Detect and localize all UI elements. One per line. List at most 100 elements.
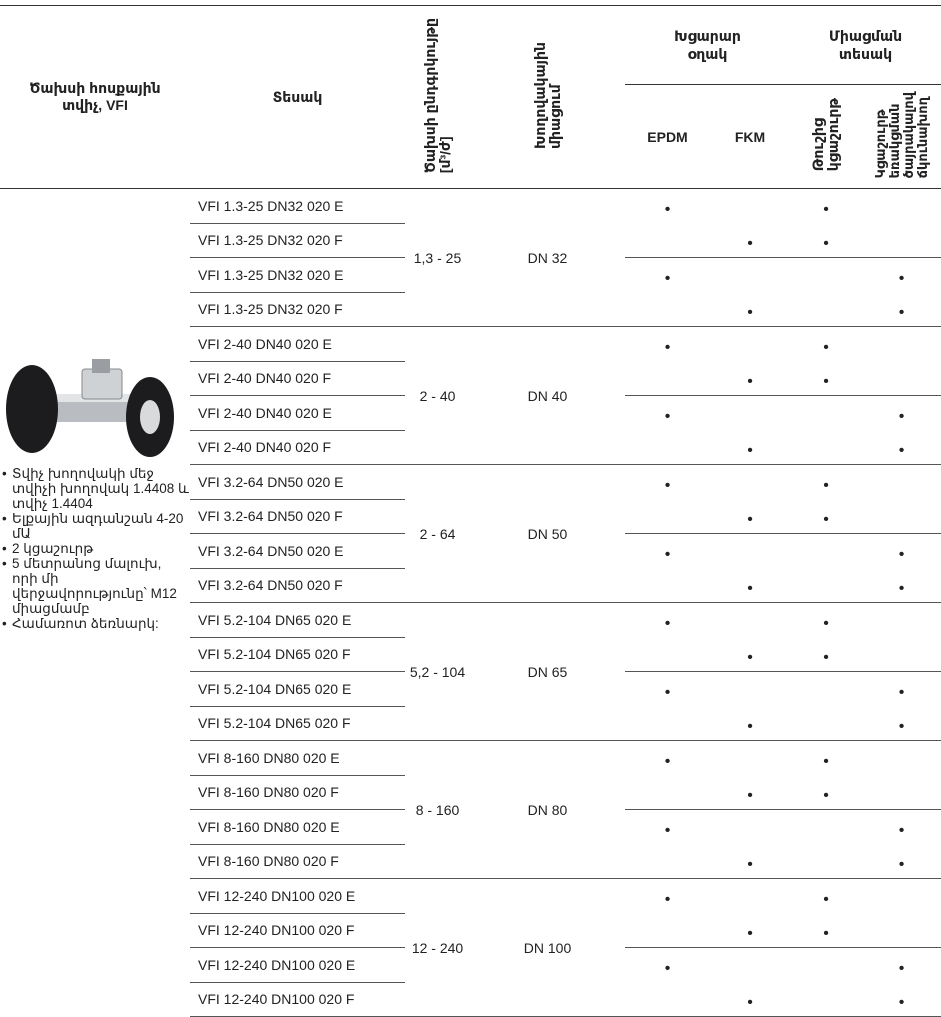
mark-cell: • — [823, 753, 829, 770]
feature-item: Համառոտ ձեռնարկ: — [2, 616, 190, 631]
range-cell: 5,2 - 104 — [405, 602, 470, 741]
mark-cell — [790, 706, 862, 741]
mark-cell: • — [710, 844, 790, 879]
type-cell: VFI 5.2-104 DN65 020 F — [190, 706, 405, 741]
mark-cell — [710, 534, 790, 569]
mark-cell — [862, 327, 941, 362]
mark-cell: • — [664, 615, 671, 632]
mark-cell — [625, 361, 710, 396]
feature-item: 2 կցաշուրթ — [2, 541, 190, 556]
mark-cell: • — [710, 292, 790, 327]
type-cell: VFI 5.2-104 DN65 020 E — [190, 602, 405, 638]
mark-cell: • — [664, 891, 671, 908]
header-text: Ծախսի հոսքային տվիչ, VFI — [29, 80, 161, 113]
mark-cell — [625, 292, 710, 327]
table-row: VFI 5.2-104 DN65 020 F • • — [0, 637, 941, 672]
type-cell: VFI 3.2-64 DN50 020 F — [190, 499, 405, 534]
mark-cell: • — [898, 270, 905, 287]
mark-cell: • — [664, 408, 671, 425]
mark-cell — [790, 844, 862, 879]
rotated-text: Թուշից կցաշուրթ — [810, 98, 841, 171]
mark-cell: • — [862, 844, 941, 879]
mark-cell: • — [664, 270, 671, 287]
header-fkm: FKM — [710, 84, 790, 189]
mark-cell — [862, 775, 941, 810]
mark-cell — [710, 948, 790, 983]
type-cell: VFI 2-40 DN40 020 E — [190, 395, 405, 431]
type-cell: VFI 1.3-25 DN32 020 F — [190, 292, 405, 327]
mark-cell — [790, 672, 862, 707]
pipe-cell: DN 65 — [470, 602, 625, 741]
mark-cell — [862, 223, 941, 258]
mark-cell — [862, 741, 941, 776]
range-cell: 12 - 240 — [405, 878, 470, 1017]
mark-cell — [790, 396, 862, 431]
mark-cell: • — [862, 706, 941, 741]
mark-cell: • — [710, 706, 790, 741]
header-flange: Թուշից կցաշուրթ — [790, 84, 862, 189]
pipe-cell: DN 100 — [470, 878, 625, 1017]
mark-cell: • — [710, 223, 790, 258]
mark-cell — [790, 292, 862, 327]
type-cell: VFI 12-240 DN100 020 E — [190, 878, 405, 914]
pipe-cell: DN 40 — [470, 326, 625, 465]
type-cell: VFI 5.2-104 DN65 020 F — [190, 637, 405, 672]
header-seal: Խցարար օղակ — [625, 5, 790, 85]
type-cell: VFI 2-40 DN40 020 F — [190, 430, 405, 465]
mark-cell — [710, 672, 790, 707]
mark-cell — [710, 327, 790, 362]
mark-cell: • — [790, 361, 862, 396]
mark-cell: • — [823, 339, 829, 356]
mark-cell — [862, 499, 941, 534]
mark-cell: • — [790, 499, 862, 534]
pipe-cell: DN 80 — [470, 740, 625, 879]
valve-image — [6, 359, 174, 457]
mark-cell — [625, 430, 710, 465]
mark-cell — [710, 465, 790, 500]
type-cell: VFI 1.3-25 DN32 020 E — [190, 188, 405, 224]
mark-cell: • — [898, 546, 905, 563]
table-row: VFI 3.2-64 DN50 020 F • • — [0, 499, 941, 534]
header-line: եռակցման — [886, 103, 902, 179]
type-cell: VFI 2-40 DN40 020 E — [190, 326, 405, 362]
header-line: [մ³/ժ] — [436, 136, 453, 174]
type-cell: VFI 8-160 DN80 020 F — [190, 775, 405, 810]
mark-cell: • — [862, 292, 941, 327]
mark-cell: • — [664, 477, 671, 494]
mark-cell: • — [898, 960, 905, 977]
header-epdm: EPDM — [625, 84, 710, 189]
feature-item: Ելքային ազդանշան 4-20 մԱ — [2, 511, 190, 541]
header-product: Ծախսի հոսքային տվիչ, VFI — [0, 5, 190, 189]
mark-cell: • — [862, 568, 941, 603]
type-cell: VFI 2-40 DN40 020 F — [190, 361, 405, 396]
header-line: ճկունախող — [914, 96, 930, 179]
mark-cell: • — [823, 477, 829, 494]
mark-cell — [862, 465, 941, 500]
type-cell: VFI 8-160 DN80 020 F — [190, 844, 405, 879]
mark-cell: • — [710, 982, 790, 1017]
range-cell: 2 - 64 — [405, 464, 470, 603]
mark-cell: • — [710, 568, 790, 603]
mark-cell — [790, 948, 862, 983]
mark-cell: • — [710, 361, 790, 396]
table-row: VFI 2-40 DN40 020 F • • — [0, 430, 941, 465]
header-type: Տեսակ — [190, 5, 405, 189]
table-row: VFI 1.3-25 DN32 020 F • • — [0, 223, 941, 258]
header-connection: Միացման տեսակ — [790, 5, 941, 85]
mark-cell: • — [710, 775, 790, 810]
valve-bore — [140, 400, 160, 434]
mark-cell: • — [790, 223, 862, 258]
mark-cell — [710, 258, 790, 293]
range-cell: 8 - 160 — [405, 740, 470, 879]
valve-connector — [92, 359, 110, 373]
rotated-text: Խողովակային միացում — [532, 42, 563, 149]
mark-cell — [862, 879, 941, 914]
table-row: VFI 1.3-25 DN32 020 F • • — [0, 292, 941, 327]
table-row: VFI 2-40 DN40 020 F • • — [0, 361, 941, 396]
type-cell: VFI 3.2-64 DN50 020 F — [190, 568, 405, 603]
mark-cell: • — [710, 499, 790, 534]
table-row: VFI 5.2-104 DN65 020 E • • — [0, 671, 941, 707]
table-row: VFI 5.2-104 DN65 020 F • • — [0, 706, 941, 741]
